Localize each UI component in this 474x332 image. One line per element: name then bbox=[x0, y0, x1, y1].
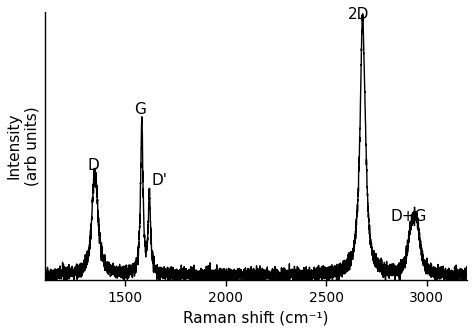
Y-axis label: Intensity
(arb units): Intensity (arb units) bbox=[7, 106, 39, 186]
Text: D: D bbox=[87, 158, 99, 173]
Text: D+G: D+G bbox=[391, 209, 427, 224]
X-axis label: Raman shift (cm⁻¹): Raman shift (cm⁻¹) bbox=[183, 310, 329, 325]
Text: 2D: 2D bbox=[348, 7, 369, 23]
Text: D': D' bbox=[151, 173, 167, 188]
Text: G: G bbox=[134, 102, 146, 117]
